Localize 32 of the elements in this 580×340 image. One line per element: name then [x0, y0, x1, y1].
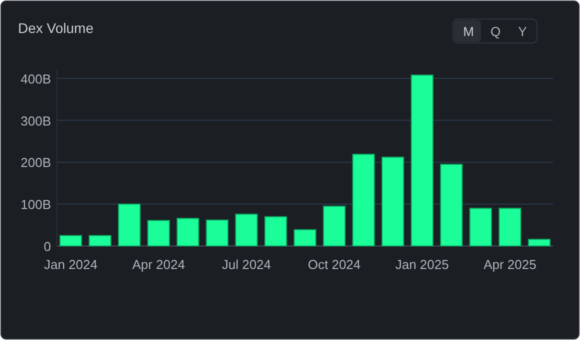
y-tick-label: 200B	[20, 155, 51, 170]
bar	[294, 229, 316, 246]
text: Y	[518, 24, 528, 39]
x-tick-label: Oct 2024	[308, 257, 361, 272]
bar	[322, 206, 346, 246]
y-tick-label: 0	[44, 239, 51, 254]
bar	[88, 235, 112, 246]
y-tick-label: 100B	[20, 197, 51, 212]
bar	[410, 74, 434, 246]
text: Q	[490, 24, 501, 39]
chart-title: Dex Volume	[18, 20, 94, 36]
bar	[235, 214, 258, 246]
bar	[59, 235, 82, 246]
bar	[382, 156, 404, 246]
bar	[528, 238, 551, 246]
y-tick-label: 400B	[20, 71, 51, 86]
bar	[469, 208, 492, 246]
y-tick-label: 300B	[20, 113, 51, 128]
x-tick-label: Apr 2025	[484, 257, 536, 272]
bar	[498, 208, 522, 246]
bar	[352, 154, 375, 246]
x-tick-label: Jan 2025	[395, 257, 449, 272]
bar	[264, 216, 288, 246]
x-tick-label: Jul 2024	[222, 257, 272, 272]
x-tick-label: Apr 2024	[132, 257, 185, 272]
x-tick-label: Jan 2024	[44, 257, 98, 272]
bar	[176, 218, 200, 246]
text: M	[463, 24, 474, 39]
bar	[206, 220, 228, 246]
bar	[118, 204, 141, 246]
bar	[147, 220, 170, 246]
bar	[440, 164, 463, 246]
